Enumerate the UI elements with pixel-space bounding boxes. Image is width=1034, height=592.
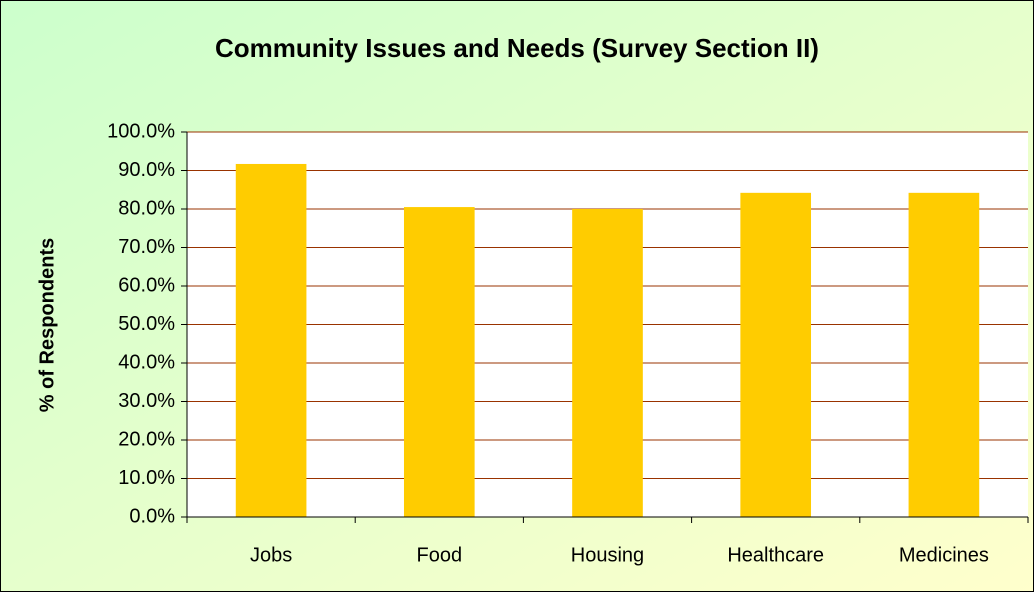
x-tick-label: Housing (571, 544, 644, 566)
bar (908, 192, 980, 517)
y-tick-label: 90.0% (118, 159, 175, 181)
x-tick-label: Food (417, 544, 463, 566)
x-tick-label: Jobs (250, 544, 292, 566)
y-tick-label: 20.0% (118, 428, 175, 450)
y-tick-label: 80.0% (118, 197, 175, 219)
y-tick-label: 0.0% (129, 505, 175, 527)
y-axis-label: % of Respondents (36, 238, 58, 412)
y-tick-label: 70.0% (118, 236, 175, 258)
y-tick-label: 60.0% (118, 274, 175, 296)
y-tick-label: 50.0% (118, 313, 175, 335)
bar (740, 192, 812, 517)
x-tick-label: Medicines (899, 544, 989, 566)
y-tick-label: 100.0% (107, 120, 175, 142)
bar (403, 207, 475, 517)
y-tick-label: 40.0% (118, 351, 175, 373)
bar (235, 163, 307, 517)
chart-title: Community Issues and Needs (Survey Secti… (215, 33, 819, 63)
bar (572, 209, 643, 517)
y-tick-label: 10.0% (118, 467, 175, 489)
x-tick-label: Healthcare (727, 544, 824, 566)
y-tick-label: 30.0% (118, 390, 175, 412)
